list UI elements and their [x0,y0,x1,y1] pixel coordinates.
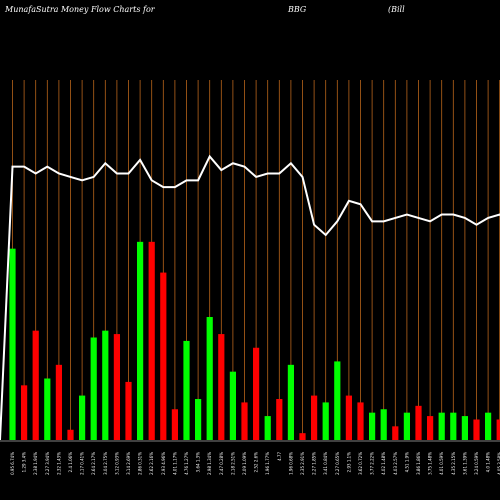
chart-header-symbol: BBG [288,5,307,14]
bar-3 [44,378,51,440]
x-tick-label: 2.09 1.09% [242,452,247,475]
chart-header-right: (Bill [388,5,405,14]
bar-37 [438,412,445,440]
bar-2 [32,330,39,440]
bar-23 [276,399,283,440]
bar-7 [90,337,97,440]
x-tick-label: 3.14 2.69% [126,452,131,475]
x-tick-label: 3.64 1.3% [196,452,201,473]
x-tick-label: 2.17 0.41% [80,452,85,475]
x-tick-label: 2.86 0.31% [138,452,143,475]
bar-34 [403,412,410,440]
bar-27 [322,402,329,440]
bar-25 [299,433,306,440]
bar-10 [125,381,132,440]
x-tick-label: 4.01 1.17% [172,452,177,475]
bar-32 [380,409,387,440]
bar-21 [253,347,260,440]
x-tick-label: 3.12 0.93% [114,452,119,475]
x-tick-label: 4.51 1.9% [404,452,409,473]
bar-0 [9,248,16,440]
x-tick-label: 4.05 3.58% [497,452,500,475]
bar-28 [334,361,341,440]
bar-31 [369,412,376,440]
bar-9 [113,334,120,440]
x-tick-label: 0.95 6.74% [10,452,15,475]
x-tick-label: 2.32 1.43% [56,452,61,475]
bar-15 [183,340,190,440]
bar-8 [102,330,109,440]
bar-33 [392,426,399,440]
bar-40 [473,419,480,440]
bar-22 [264,416,271,440]
bar-39 [461,416,468,440]
trend-line [0,154,500,441]
bar-19 [229,371,236,440]
x-tick-label: 3.62 0.72% [358,452,363,475]
bar-36 [427,416,434,440]
bar-12 [148,241,155,440]
x-tick-label: 2.4 1.06% [68,452,73,473]
bar-13 [160,272,167,440]
bar-14 [171,409,178,440]
bar-20 [241,402,248,440]
bar-18 [218,334,225,440]
bar-30 [357,402,364,440]
x-tick-label: 2.27 0.65% [335,452,340,475]
bar-11 [137,241,144,440]
x-tick-label: 2.93 4.96% [161,452,166,475]
x-tick-label: 4.77 [277,452,282,461]
x-tick-label: 3.24 0.59% [474,452,479,475]
x-tick-label: 2.47 0.28% [219,452,224,475]
x-tick-label: 4.76 1.27% [184,452,189,475]
bar-35 [415,405,422,440]
x-tick-label: 4.0 1.48% [486,452,491,473]
x-tick-label: 3.77 2.22% [370,452,375,475]
chart-header-left: MunafaSutra Money Flow Charts for [5,5,155,14]
bar-42 [496,419,500,440]
x-tick-label: 2.27 1.85% [312,452,317,475]
bar-29 [345,395,352,440]
x-tick-label: 3.86 1.86% [416,452,421,475]
x-tick-label: 2.62 2.16% [149,452,154,475]
bar-1 [21,385,28,440]
bar-6 [79,395,86,440]
x-tick-label: 2.18 2.51% [230,452,235,475]
bar-41 [485,412,492,440]
bar-4 [55,364,62,440]
x-tick-label: 1.29 3.4% [22,452,27,473]
x-tick-label: 4.35 2.15% [451,452,456,475]
x-tick-label: 2.38 1.94% [33,452,38,475]
bar-26 [311,395,318,440]
x-tick-label: 1.96 1.77% [265,452,270,475]
chart-bars [9,241,500,440]
bar-16 [195,399,202,440]
x-tick-label: 3.04 2.75% [103,452,108,475]
x-tick-label: 4.02 1.48% [381,452,386,475]
bar-5 [67,429,74,440]
x-tick-label: 2.93 1.1% [346,452,351,473]
bar-17 [206,317,213,440]
x-tick-label: 2.64 2.17% [91,452,96,475]
bar-38 [450,412,457,440]
x-tick-label: 3.61 1.39% [462,452,467,475]
x-tick-label: 2.27 3.94% [45,452,50,475]
x-tick-label: 2.52 2.6% [254,452,259,473]
x-tick-label: 2.35 2.91% [300,452,305,475]
bar-24 [287,364,294,440]
x-tick-label: 4.01 0.59% [439,452,444,475]
x-tick-label: 1.96 0.68% [288,452,293,475]
x-tick-label: 4.03 2.57% [393,452,398,475]
x-tick-label: 2.98 1.34% [207,452,212,475]
x-tick-label: 3.41 0.84% [323,452,328,475]
x-tick-label: 3.75 1.48% [428,452,433,475]
chart-trend-line [0,154,500,441]
chart-x-tick-labels: 0.95 6.74% 1.29 3.4% 2.38 1.94% 2.27 3.94% 2… [10,452,500,475]
